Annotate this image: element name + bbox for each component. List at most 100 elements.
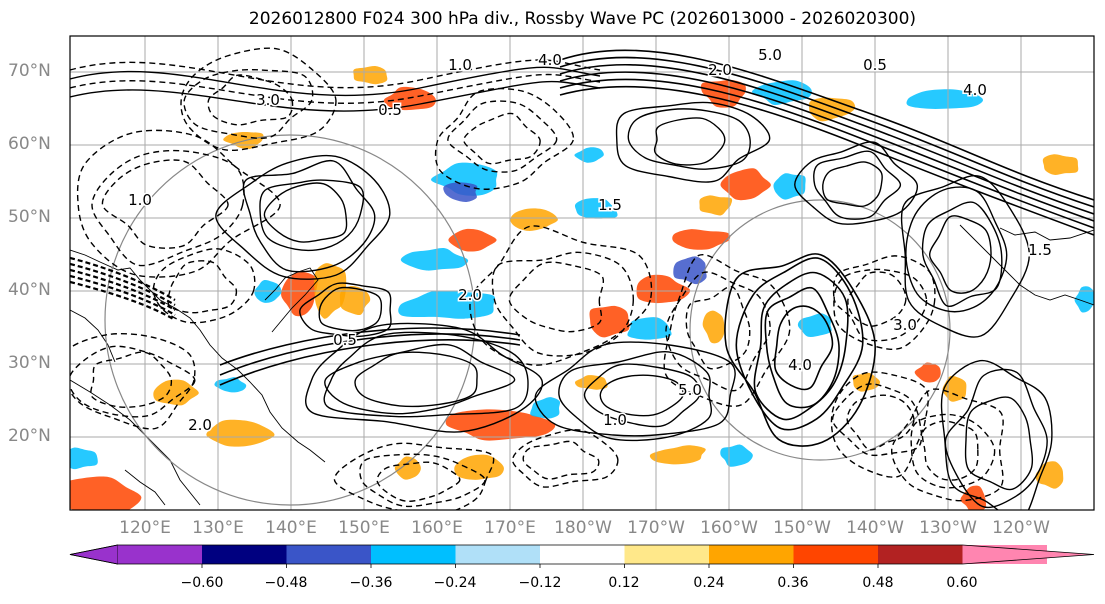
colorbar-tick: 0.24 (693, 575, 725, 591)
contour-line (354, 351, 478, 408)
anomaly-patch (720, 444, 753, 467)
contour-line (511, 429, 619, 488)
colorbar-tick: −0.24 (433, 575, 477, 591)
contour-value-label: 5.0 (758, 46, 782, 64)
lat-label-20: 20°N (8, 426, 51, 446)
lon-label-130w: 130°W (919, 518, 977, 538)
contour-line (180, 47, 337, 151)
anomaly-patch (914, 362, 941, 383)
contour-line (753, 271, 849, 421)
colorbar-segment (455, 545, 540, 564)
contour-line (944, 368, 1048, 509)
jet-contour (70, 73, 601, 104)
contour-value-label: 1.5 (598, 196, 622, 214)
anomaly-patch (574, 147, 604, 163)
lat-label-40: 40°N (8, 280, 51, 300)
contour-line (599, 374, 684, 417)
contour-value-label: 3.0 (256, 91, 280, 109)
contour-line (928, 215, 992, 294)
anomaly-patch (720, 168, 771, 201)
anomaly-patch (353, 66, 388, 85)
contour-line (653, 117, 726, 166)
anomaly-patch (589, 305, 630, 338)
map-title: 2026012800 F024 300 hPa div., Rossby Wav… (248, 9, 917, 29)
contour-line (434, 87, 575, 190)
contour-value-label: 0.5 (378, 101, 402, 119)
contour-line (813, 150, 902, 220)
contour-value-label: 1.5 (1028, 241, 1052, 259)
contour-line (219, 339, 521, 386)
contour-labels: 1.0 2.0 0.5 4.0 5.0 3.0 1.5 1.0 2.0 0.5 4.0 5.0 3.0 1… (127, 45, 1054, 436)
contour-line (219, 333, 521, 376)
contour-line (558, 351, 713, 442)
contour-line (90, 351, 173, 408)
contour-value-label: 3.0 (893, 316, 917, 334)
colorbar-outline (69, 544, 1095, 565)
contour-value-label: 1.0 (603, 411, 627, 429)
contour-line (846, 394, 915, 451)
lon-label-140w: 140°W (846, 518, 904, 538)
contour-line (70, 345, 196, 418)
colorbar-segment (202, 545, 287, 564)
contour-value-label: 0.5 (333, 331, 357, 349)
jet-contour (70, 66, 601, 97)
lon-label-120w: 120°W (992, 518, 1050, 538)
contour-line (910, 413, 996, 489)
contour-line (822, 161, 883, 208)
lon-label-150e: 150°E (338, 518, 390, 538)
contour-line (242, 159, 376, 273)
contour-line (583, 363, 701, 428)
contour-line (921, 420, 979, 481)
anomaly-patch (906, 89, 984, 109)
anomaly-patch (281, 272, 318, 317)
contour-line (833, 268, 928, 342)
jet-contour (559, 49, 1094, 201)
contour-line (215, 154, 391, 280)
lon-label-120e: 120°E (119, 518, 171, 538)
contour-line (152, 248, 256, 324)
contour-line (76, 129, 281, 278)
anomaly-patch (751, 80, 812, 106)
anomaly-patch (1074, 286, 1094, 313)
contour-line (323, 331, 529, 418)
anomaly-patch (448, 228, 497, 252)
colorbar-tick: 0.36 (777, 575, 809, 591)
colorbar-segment (793, 545, 878, 564)
lat-label-30: 30°N (8, 353, 51, 373)
contour-line (847, 271, 907, 327)
anomaly-patch (510, 208, 558, 231)
jet-contour (70, 80, 601, 112)
contour-line (219, 327, 521, 366)
colorbar-tick: −0.48 (264, 575, 308, 591)
contour-value-label: 2.0 (708, 61, 732, 79)
jet-contour (559, 78, 1094, 229)
colorbar-tick: −0.12 (518, 575, 562, 591)
colorbar-segment (878, 545, 963, 564)
colorbar-extend-high (962, 545, 1094, 564)
contour-value-label: 1.0 (128, 191, 152, 209)
anomaly-patch (530, 397, 561, 419)
lon-label-170e: 170°E (484, 518, 536, 538)
colorbar-tick: 0.60 (946, 575, 978, 591)
contour-line (627, 108, 751, 170)
contour-line (447, 100, 558, 173)
contour-line (508, 261, 605, 333)
contour-line (735, 257, 864, 431)
jet-contour (559, 56, 1094, 208)
anomaly-patch (454, 454, 504, 480)
anomaly-patch (1035, 461, 1064, 489)
contour-line (463, 112, 541, 165)
contour-line (890, 388, 1004, 502)
lon-label-150w: 150°W (773, 518, 831, 538)
colorbar-segment (371, 545, 456, 564)
contour-line (183, 68, 314, 139)
contour-line (91, 149, 245, 267)
jet-contour (70, 59, 601, 89)
contour-line (534, 341, 736, 437)
anomaly-patch (636, 274, 691, 304)
anomaly-patch (700, 79, 746, 108)
contour-line (522, 440, 600, 480)
contour-line (333, 442, 495, 510)
lon-label-130e: 130°E (192, 518, 244, 538)
